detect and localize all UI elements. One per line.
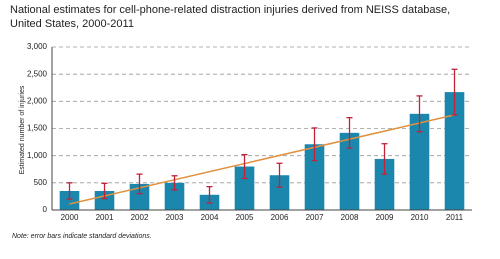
- x-tick-label: 2004: [201, 213, 219, 222]
- error-bar: [276, 162, 283, 188]
- error-bar: [101, 182, 108, 200]
- error-bar: [346, 116, 353, 149]
- x-tick-label: 2007: [306, 213, 324, 222]
- note: Note: error bars indicate standard devia…: [12, 233, 152, 240]
- error-bar: [66, 182, 73, 200]
- y-tick-label: 2,000: [27, 96, 48, 105]
- x-tick-label: 2005: [236, 213, 254, 222]
- bar: [409, 113, 430, 210]
- bar: [94, 190, 115, 210]
- x-tick-label: 2002: [131, 213, 149, 222]
- error-bar: [381, 143, 388, 175]
- trend-line: [69, 114, 455, 205]
- y-tick-label: 500: [34, 178, 48, 187]
- bar: [444, 92, 465, 210]
- error-bar: [241, 153, 248, 180]
- y-tick-label: 3,000: [27, 42, 48, 51]
- x-tick-label: 2010: [411, 213, 429, 222]
- x-tick-label: 2009: [376, 213, 394, 222]
- bar: [339, 132, 360, 210]
- x-tick-label: 2000: [61, 213, 79, 222]
- bar: [269, 175, 290, 210]
- bar: [59, 190, 80, 210]
- y-tick-label: 0: [43, 205, 48, 214]
- y-tick-label: 2,500: [27, 69, 48, 78]
- bar: [164, 182, 185, 210]
- y-tick-label: 1,000: [27, 151, 48, 160]
- bar: [374, 158, 395, 210]
- y-tick-label: 1,500: [27, 124, 48, 133]
- bar: [129, 183, 150, 210]
- error-bar: [206, 185, 213, 204]
- error-bar: [311, 127, 318, 162]
- x-tick-label: 2011: [446, 213, 464, 222]
- x-tick-label: 2006: [271, 213, 289, 222]
- error-bar: [171, 175, 178, 191]
- y-axis-label: Estimated number of injuries: [19, 85, 26, 174]
- chart-title: National estimates for cell-phone-relate…: [10, 4, 450, 16]
- chart-subtitle: United States, 2000-2011: [10, 18, 134, 30]
- x-tick-label: 2001: [96, 213, 114, 222]
- x-tick-label: 2003: [166, 213, 184, 222]
- error-bar: [416, 95, 423, 133]
- x-tick-label: 2008: [341, 213, 359, 222]
- bar: [304, 144, 325, 210]
- error-bar: [451, 68, 458, 116]
- bar: [234, 166, 255, 210]
- error-bar: [136, 173, 143, 195]
